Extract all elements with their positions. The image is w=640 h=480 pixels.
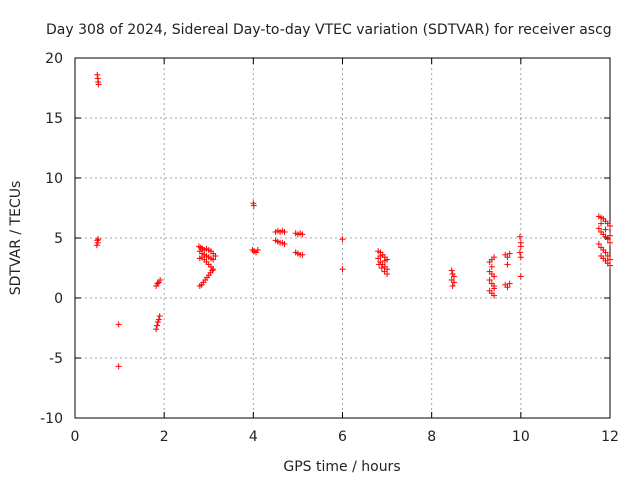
data-point <box>504 261 511 268</box>
data-point <box>607 232 613 239</box>
data-point <box>281 241 288 247</box>
data-point <box>486 277 493 283</box>
data-point <box>377 253 384 259</box>
data-point <box>607 239 613 246</box>
data-point <box>516 249 523 256</box>
y-axis-label: SDTVAR / TECUs <box>8 181 24 296</box>
data-point <box>115 363 122 370</box>
data-point <box>506 250 513 257</box>
data-point <box>607 223 613 229</box>
data-point <box>156 313 163 319</box>
data-point <box>491 273 498 280</box>
data-point <box>504 284 511 291</box>
data-point <box>491 292 498 299</box>
data-point <box>378 265 385 271</box>
data-point <box>95 236 102 243</box>
data-point <box>602 249 609 256</box>
data-point <box>607 256 613 263</box>
data-point <box>504 254 511 261</box>
data-point <box>154 280 161 287</box>
x-tick-label: 8 <box>427 429 436 445</box>
y-tick-label: -5 <box>49 351 63 367</box>
data-point <box>299 231 306 238</box>
data-point <box>210 266 217 273</box>
x-axis-label: GPS time / hours <box>283 459 400 475</box>
data-point <box>517 254 524 261</box>
data-point <box>604 253 611 259</box>
data-point <box>115 321 122 328</box>
data-point <box>450 273 457 280</box>
data-points <box>93 71 613 370</box>
y-tick-label: 5 <box>54 231 63 247</box>
y-tick-label: 0 <box>54 291 63 307</box>
data-point <box>595 241 602 247</box>
data-point <box>491 285 498 292</box>
data-point <box>153 326 160 333</box>
data-point <box>598 220 605 227</box>
data-point <box>595 225 602 232</box>
data-point <box>250 202 257 209</box>
data-point <box>449 283 456 289</box>
x-tick-label: 0 <box>71 429 80 445</box>
data-point <box>209 267 216 274</box>
data-point <box>517 243 524 250</box>
data-point <box>604 236 611 243</box>
data-point <box>157 277 164 283</box>
data-point <box>602 226 609 233</box>
data-point <box>339 266 346 273</box>
y-tick-label: -10 <box>40 411 63 427</box>
data-point <box>281 229 288 235</box>
data-point <box>448 267 455 274</box>
data-point <box>254 247 261 253</box>
x-tick-label: 10 <box>512 429 530 445</box>
x-tick-label: 12 <box>601 429 619 445</box>
data-point <box>210 256 217 263</box>
chart-title: Day 308 of 2024, Sidereal Day-to-day VTE… <box>46 22 612 38</box>
data-point <box>506 280 513 287</box>
data-point <box>491 254 498 261</box>
grid-lines <box>75 58 610 418</box>
y-tick-label: 20 <box>45 51 63 67</box>
data-point <box>93 242 100 249</box>
y-tick-label: 10 <box>45 171 63 187</box>
x-tick-label: 4 <box>249 429 258 445</box>
data-point <box>154 322 161 329</box>
data-point <box>95 81 102 88</box>
data-point <box>381 257 388 264</box>
data-point <box>155 316 162 323</box>
data-point <box>450 279 457 286</box>
data-point <box>299 251 306 258</box>
data-point <box>376 261 383 268</box>
x-tick-label: 6 <box>338 429 347 445</box>
axis-ticks: 0 2 4 6 8 10 12 -10 -5 0 5 10 15 20 <box>40 51 619 445</box>
data-point <box>212 253 219 259</box>
data-point <box>339 236 346 243</box>
x-tick-label: 2 <box>160 429 169 445</box>
data-point <box>384 271 391 277</box>
y-tick-label: 15 <box>45 111 63 127</box>
data-point <box>488 263 495 270</box>
data-point <box>516 233 523 240</box>
data-point <box>607 262 613 269</box>
data-point <box>517 273 524 280</box>
